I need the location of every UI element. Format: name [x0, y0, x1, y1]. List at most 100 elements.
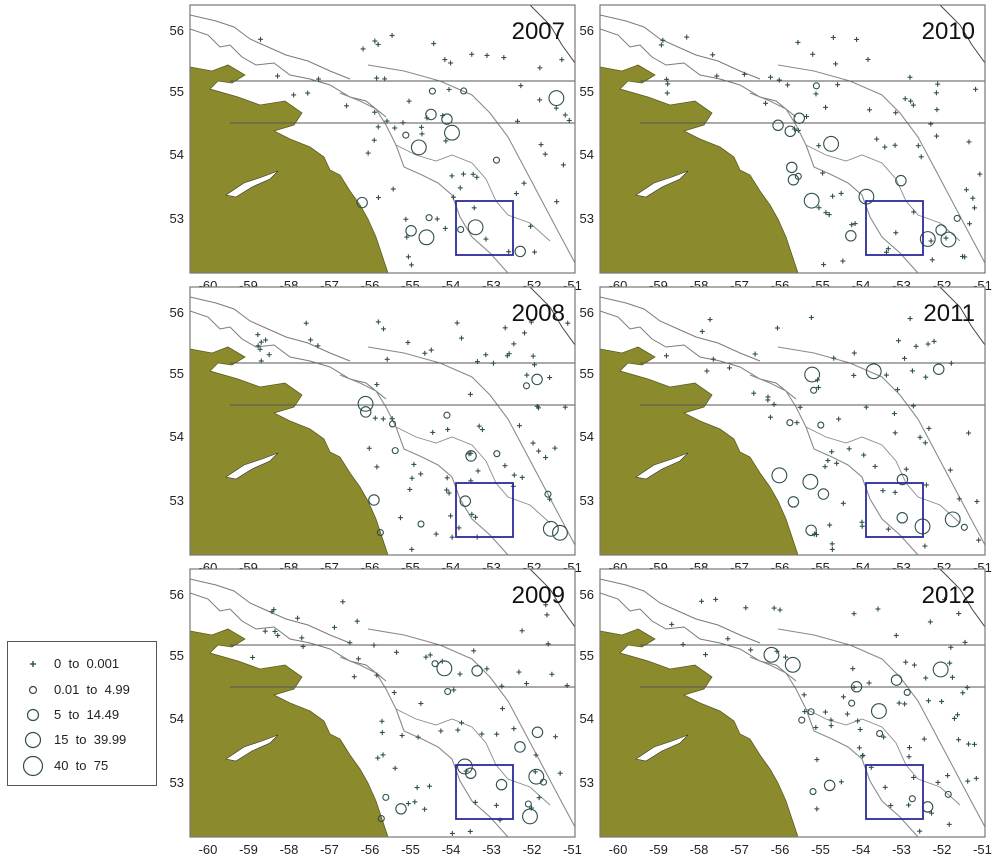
station-marker [392, 765, 398, 771]
station-marker [903, 659, 909, 665]
lon-tick-label: -60 [199, 842, 218, 857]
station-marker [444, 487, 450, 493]
survey-box [865, 764, 924, 820]
lat-tick-label: 56 [170, 23, 184, 38]
station-marker [445, 426, 451, 432]
station-marker [382, 76, 388, 82]
catch-circle [908, 795, 916, 803]
station-marker [455, 727, 461, 733]
station-marker [892, 430, 898, 436]
lon-tick-label: -51 [973, 842, 992, 857]
station-marker [948, 360, 954, 366]
station-marker [885, 526, 891, 532]
station-marker [451, 687, 457, 693]
station-marker [516, 669, 522, 675]
catch-circle [793, 112, 805, 124]
catch-circle [522, 382, 531, 390]
station-marker [315, 343, 321, 349]
inlet [635, 452, 689, 480]
catch-circle [457, 225, 465, 234]
station-marker [552, 445, 558, 451]
catch-circle [418, 229, 435, 246]
station-marker [375, 41, 381, 47]
catch-circle [514, 245, 526, 258]
station-marker [344, 103, 350, 109]
lat-tick-label: 55 [580, 84, 594, 99]
station-marker [852, 221, 858, 227]
survey-box [455, 482, 514, 538]
inlet [635, 734, 689, 762]
station-marker [911, 662, 917, 668]
station-marker [475, 468, 481, 474]
lat-tick-label: 55 [170, 648, 184, 663]
catch-circle [772, 119, 784, 132]
station-marker [823, 210, 829, 216]
station-marker [851, 684, 857, 690]
station-marker [474, 174, 480, 180]
station-marker [533, 752, 539, 758]
station-marker [467, 828, 473, 834]
station-marker [431, 41, 437, 47]
station-marker [962, 639, 968, 645]
station-marker [448, 60, 454, 66]
station-marker [965, 778, 971, 784]
lat-tick-label: 54 [580, 711, 594, 726]
catch-circle [935, 224, 947, 236]
station-marker [384, 356, 390, 362]
border-line [529, 569, 575, 628]
catch-circle [382, 793, 390, 801]
station-marker [493, 802, 499, 808]
catch-circle [524, 800, 532, 808]
station-marker [808, 314, 814, 320]
station-marker [521, 180, 527, 186]
lat-tick-label: 55 [580, 648, 594, 663]
isobath [395, 708, 551, 806]
station-marker [449, 534, 455, 540]
lon-tick-label: -56 [361, 842, 380, 857]
station-marker [502, 463, 508, 469]
station-marker [977, 171, 983, 177]
station-marker [448, 513, 454, 519]
lat-tick-label: 53 [170, 211, 184, 226]
station-marker [815, 385, 821, 391]
station-marker [826, 212, 832, 218]
catch-circle [441, 113, 453, 125]
station-marker [923, 482, 929, 488]
station-marker [372, 38, 378, 44]
catch-circle [514, 741, 526, 753]
catch-circle [425, 214, 433, 222]
station-marker [407, 486, 413, 492]
station-marker [375, 124, 381, 130]
catch-circle [890, 674, 903, 686]
station-marker [379, 729, 385, 735]
station-marker [449, 173, 455, 179]
station-marker [390, 186, 396, 192]
station-marker [795, 39, 801, 45]
station-marker [929, 257, 935, 263]
station-marker [372, 109, 378, 115]
station-marker [934, 107, 940, 113]
station-marker [565, 320, 571, 326]
station-marker [355, 656, 361, 662]
plus-marker-icon [30, 661, 36, 667]
station-marker [427, 652, 433, 658]
station-marker [945, 773, 951, 779]
stations [255, 319, 571, 552]
station-marker [524, 372, 530, 378]
catch-circle [425, 108, 437, 121]
station-marker [340, 599, 346, 605]
catch-circle [940, 231, 957, 248]
catch-circle [786, 419, 794, 427]
station-marker [928, 121, 934, 127]
station-marker [409, 475, 415, 481]
catch-circle [544, 490, 552, 498]
station-marker [418, 124, 424, 130]
station-marker [532, 769, 538, 775]
coastline [600, 578, 761, 644]
border-line [939, 569, 985, 628]
station-marker [315, 76, 321, 82]
catch-circle [465, 450, 477, 462]
station-marker [820, 170, 826, 176]
